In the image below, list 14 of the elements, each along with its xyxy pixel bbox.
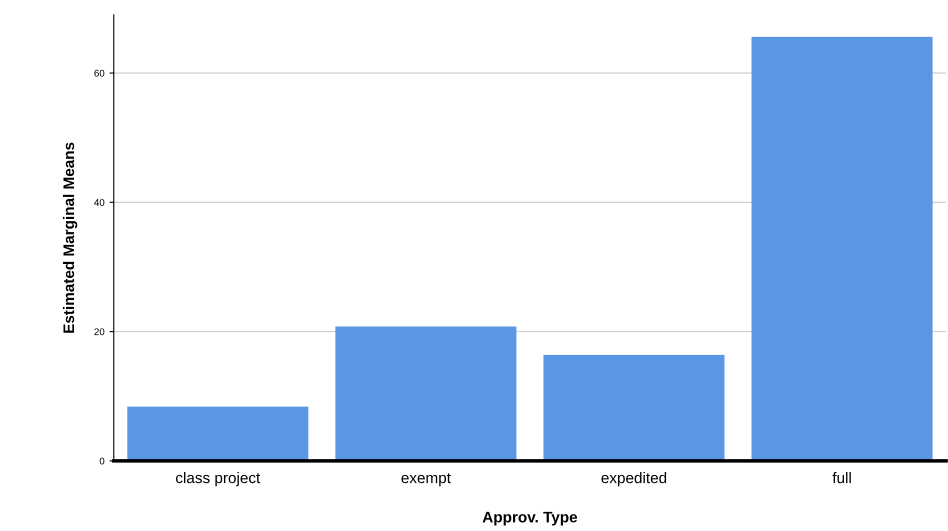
x-tick-label: expedited (602, 472, 666, 486)
bar (127, 406, 308, 461)
y-tick-label: 40 (94, 199, 104, 206)
y-tick-label: 0 (100, 458, 104, 465)
bar (752, 36, 933, 461)
x-tick-label: class project (176, 472, 260, 486)
x-axis-title: Approv. Type (482, 512, 578, 526)
y-tick-label: 60 (94, 70, 104, 77)
bar (335, 326, 516, 461)
x-tick-label: exempt (401, 473, 451, 486)
y-tick-label: 20 (94, 328, 104, 336)
bar (543, 354, 724, 461)
y-axis-title: Estimated Marginal Means (62, 142, 78, 333)
x-tick-label: full (832, 472, 851, 484)
